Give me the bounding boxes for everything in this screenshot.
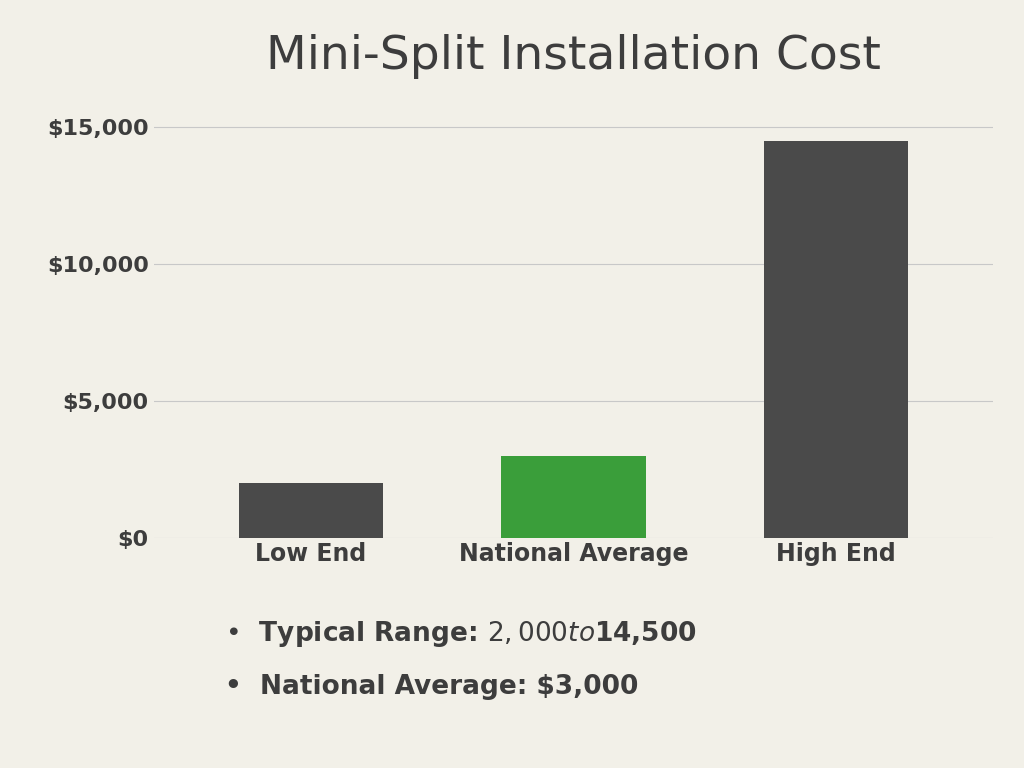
Bar: [764, 141, 908, 538]
Title: Mini-Split Installation Cost: Mini-Split Installation Cost: [266, 35, 881, 79]
Bar: [239, 483, 383, 538]
Text: •  Typical Range: $2,000 to $14,500: • Typical Range: $2,000 to $14,500: [225, 618, 697, 649]
Text: •  National Average: $3,000: • National Average: $3,000: [225, 674, 639, 700]
Bar: [502, 455, 645, 538]
